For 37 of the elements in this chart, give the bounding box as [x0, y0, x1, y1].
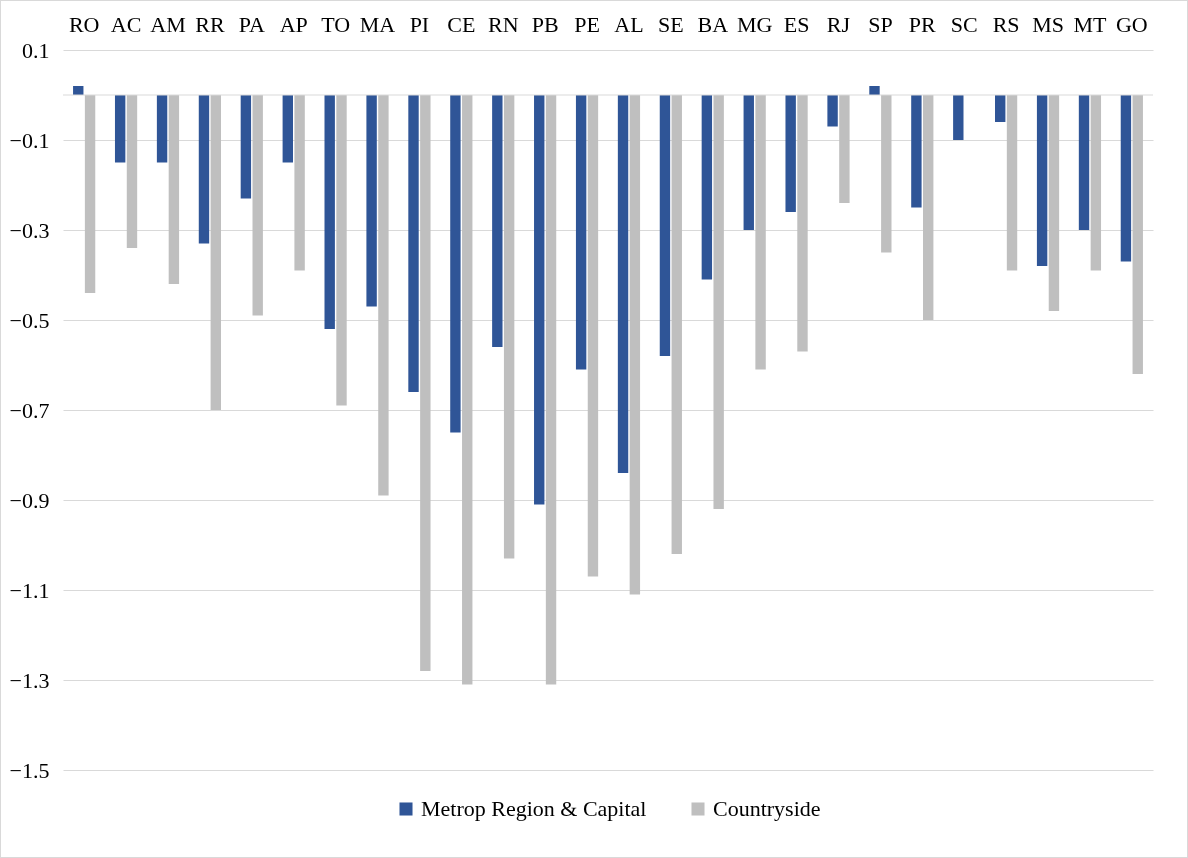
x-tick-label: RJ [826, 11, 851, 37]
y-tick-label: −1.5 [9, 757, 50, 783]
x-tick-label: SE [658, 11, 684, 37]
x-tick-label: SP [868, 11, 893, 37]
x-tick-label: CE [447, 11, 476, 37]
legend-label: Countryside [713, 796, 821, 821]
x-tick-label: RN [487, 11, 519, 37]
x-tick-label: AM [150, 11, 186, 37]
legend-label: Metrop Region & Capital [421, 796, 647, 821]
x-tick-label: GO [1115, 11, 1148, 37]
y-tick-label: −0.5 [9, 307, 50, 333]
x-tick-label: MS [1032, 11, 1064, 37]
y-tick-label: 0.1 [22, 37, 50, 63]
x-tick-label: MG [736, 11, 773, 37]
x-tick-label: PE [574, 11, 600, 37]
x-tick-label: AL [614, 11, 644, 37]
y-tick-label: −0.7 [9, 397, 50, 423]
x-tick-label: RR [195, 11, 225, 37]
y-tick-label: −0.9 [9, 487, 50, 513]
x-tick-label: SC [950, 11, 978, 37]
y-tick-label: −0.3 [9, 217, 50, 243]
x-tick-label: PA [238, 11, 265, 37]
x-tick-label: TO [321, 11, 351, 37]
x-tick-label: AP [279, 11, 308, 37]
y-tick-label: −0.1 [9, 127, 50, 153]
x-tick-label: AC [110, 11, 142, 37]
x-tick-label: RS [992, 11, 1020, 37]
y-tick-label: −1.1 [9, 577, 50, 603]
x-tick-label: ES [783, 11, 810, 37]
x-tick-label: MA [359, 11, 396, 37]
x-tick-label: MT [1073, 11, 1107, 37]
x-tick-label: PR [908, 11, 937, 37]
x-tick-label: BA [697, 11, 729, 37]
y-tick-label: −1.3 [9, 667, 50, 693]
x-tick-label: RO [68, 11, 100, 37]
x-tick-label: PB [531, 11, 559, 37]
x-tick-label: PI [409, 11, 430, 37]
